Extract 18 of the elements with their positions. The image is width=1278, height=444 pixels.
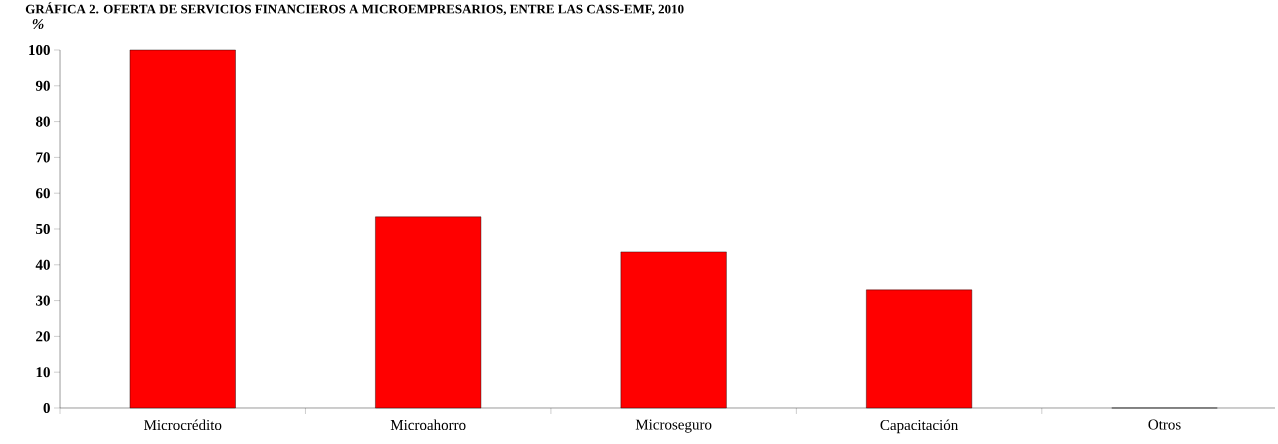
y-axis-title: % (32, 18, 44, 30)
y-tick-label: 40 (35, 259, 50, 270)
y-tick-label: 20 (36, 331, 50, 342)
y-tick-label: 0 (43, 402, 50, 414)
y-tick-label: 30 (36, 295, 50, 306)
x-tick-label: Microseguro (635, 419, 712, 433)
y-tick-label: 80 (35, 116, 50, 127)
y-tick-label: 10 (36, 367, 50, 378)
x-tick-label: Capacitación (880, 419, 959, 434)
y-tick-label: 90 (35, 80, 50, 91)
y-tick-label: 100 (29, 44, 50, 56)
y-tick-label: 70 (36, 152, 50, 163)
y-tick-label: 50 (36, 223, 50, 235)
x-tick-label: Otros (1148, 419, 1181, 430)
y-tick-label: 60 (36, 188, 50, 199)
x-tick-label: Microcrédito (144, 419, 222, 431)
x-tick-label: Microahorro (390, 419, 466, 431)
chart-title: GRÁFICA 2. OFERTA DE SERVICIOS FINANCIEROS A MICROEMPRESARIOS, ENTRE LAS CASS-EMF, 2010 (25, 2, 684, 16)
